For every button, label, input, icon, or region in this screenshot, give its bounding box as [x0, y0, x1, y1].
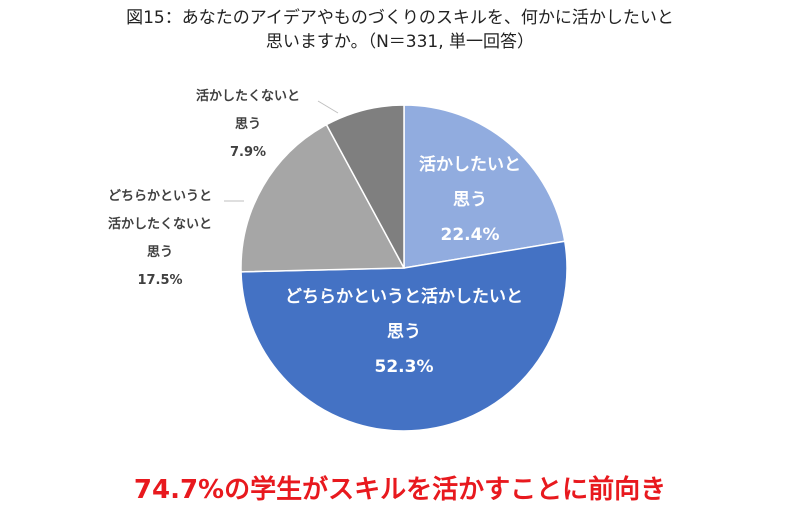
leader-lines: [224, 100, 339, 202]
slice-label-4: 活かしたくないと思う 7.9%: [196, 88, 300, 160]
slice-label-3: どちらかというと活かしたくないと思う 17.5%: [108, 189, 212, 288]
pie-slices: [240, 104, 568, 432]
pie-slice-1: [403, 104, 566, 269]
slice-category-label-1: 思う: [453, 190, 487, 210]
leader-line-4: [317, 100, 339, 114]
slice-value-label-1: 22.4%: [441, 225, 500, 245]
pie-slice-3: [240, 123, 406, 273]
slice-category-label-4: 思う: [235, 117, 261, 132]
slice-category-label-2: 思う: [387, 322, 421, 342]
slice-label-2: どちらかというと活かしたいと思う 52.3%: [285, 286, 523, 377]
chart-title: 図15：あなたのアイデアやものづくりのスキルを、何かに活かしたいと 思いますか。…: [0, 6, 800, 54]
title-line-1: 図15：あなたのアイデアやものづくりのスキルを、何かに活かしたいと: [126, 8, 674, 28]
slice-category-label-4: 活かしたくないと: [196, 88, 300, 104]
slice-label-1: 活かしたいと思う 22.4%: [419, 154, 521, 245]
slice-category-label-3: 思う: [147, 245, 173, 260]
slice-category-label-1: 活かしたいと: [419, 154, 521, 175]
pie-slice-4: [325, 104, 405, 269]
summary-message: 74.7%の学生がスキルを活かすことに前向き: [133, 475, 667, 505]
title-line-2: 思いますか。（N＝331, 単一回答）: [265, 32, 535, 52]
slice-value-label-4: 7.9%: [230, 145, 266, 160]
slice-value-label-2: 52.3%: [375, 357, 434, 377]
slice-labels: 活かしたいと思う 22.4%どちらかというと活かしたいと思う 52.3%どちらかとい…: [108, 88, 523, 377]
pie-slice-2: [240, 240, 568, 432]
slice-category-label-3: どちらかというと: [108, 189, 212, 204]
slice-value-label-3: 17.5%: [137, 273, 182, 288]
slice-category-label-2: どちらかというと活かしたいと: [285, 286, 523, 307]
slice-category-label-3: 活かしたくないと: [108, 216, 212, 232]
